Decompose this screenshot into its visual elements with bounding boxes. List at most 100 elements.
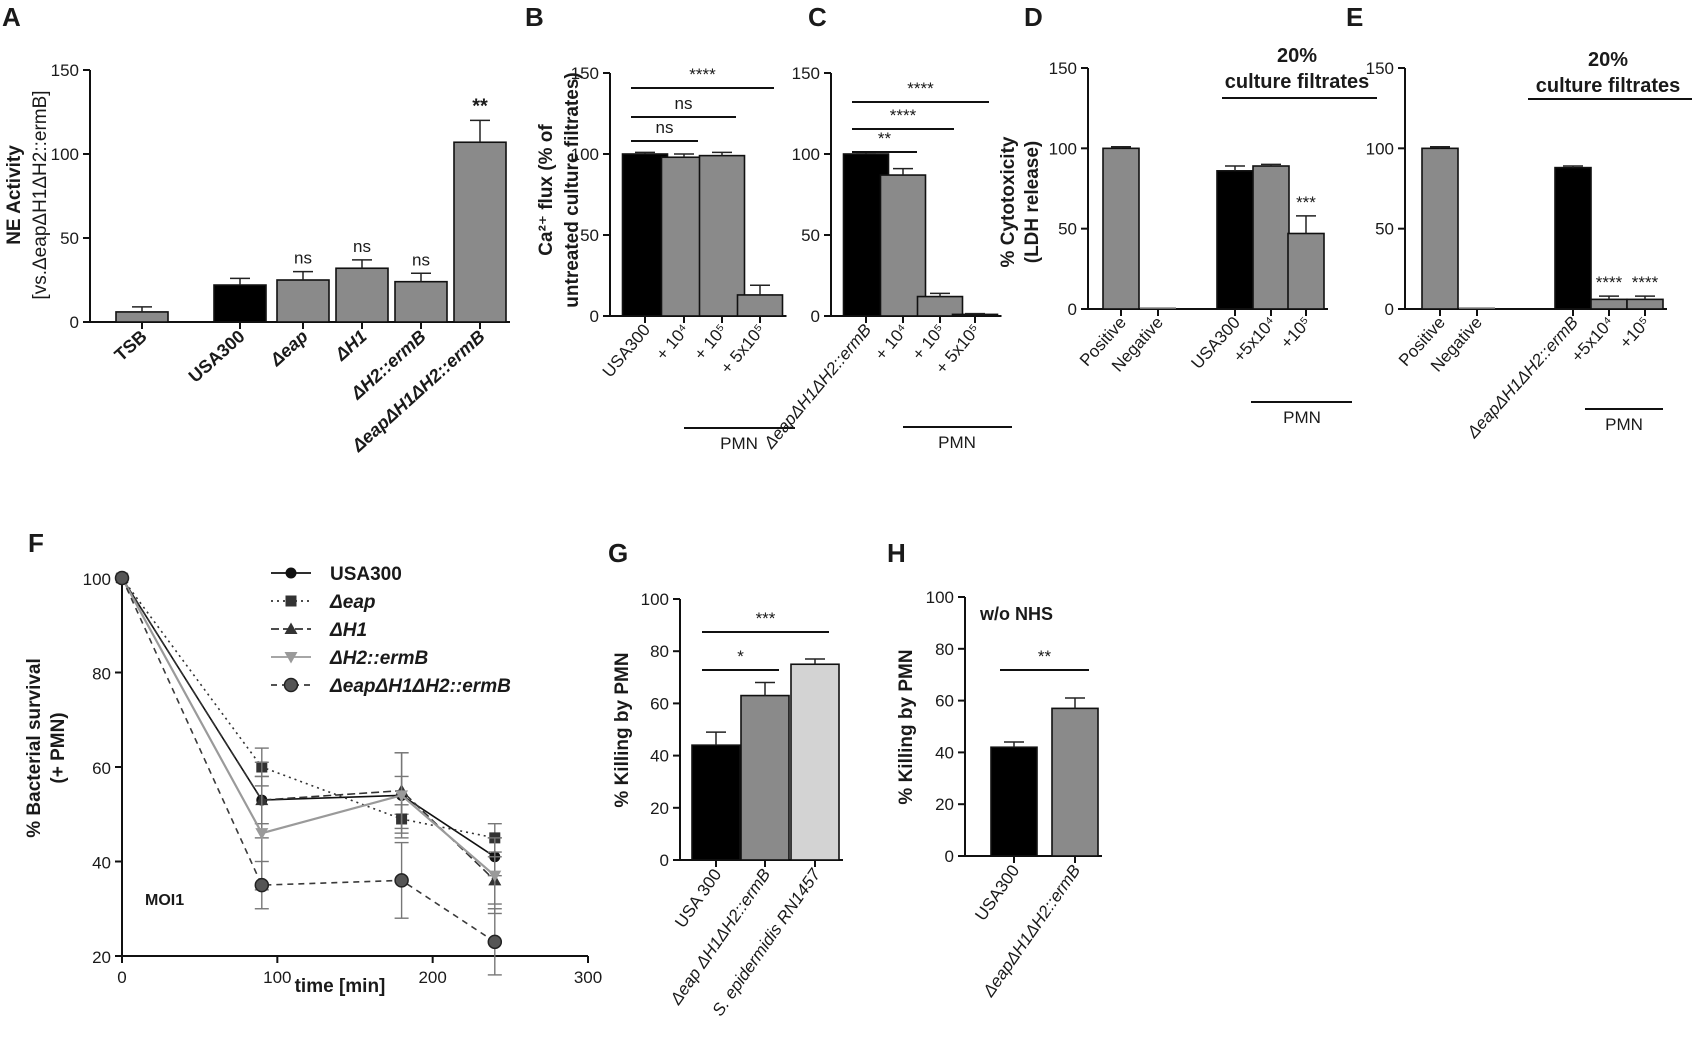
panel-f-series-0-legend-marker [285, 567, 297, 579]
panel-a-category-label: Δeap [266, 326, 312, 370]
panel-f-xtick-label: 0 [117, 968, 126, 987]
panel-f-xtick-label: 100 [263, 968, 291, 987]
panel-e-ytick-label: 100 [1366, 139, 1394, 158]
panel-h-category-label: USA300 [971, 861, 1023, 924]
panel-f-series-4-point [114, 570, 130, 586]
panel-f-ytick-label: 80 [92, 665, 111, 684]
panel-c-ytick-label: 100 [792, 145, 820, 164]
panel-c-ytick-label: 50 [801, 226, 820, 245]
panel-f-ytick-label: 20 [92, 948, 111, 967]
panel-h-ytick-label: 40 [935, 743, 954, 762]
panel-d-bar [1252, 165, 1290, 310]
panel-b-category-label: USA300 [599, 320, 654, 381]
panel-f-series-3-line [121, 577, 496, 877]
panel-f-annotation: MOI1 [145, 892, 184, 909]
panel-d-category-label: USA300 [1187, 313, 1243, 373]
panel-a-ytick-label: 100 [51, 145, 79, 164]
panel-g-bar [691, 744, 741, 861]
panel-d-ytick-label: 50 [1058, 220, 1077, 239]
panel-a-bar [276, 279, 330, 323]
panel-e-ytick-label: 50 [1375, 220, 1394, 239]
panel-b-group-label: PMN [720, 434, 758, 453]
panel-e-ytick-label: 0 [1385, 300, 1394, 319]
panel-a-ylabel-1: NE Activity [4, 145, 25, 245]
panel-g-ytick-label: 40 [650, 747, 669, 766]
panel-g-bar [790, 663, 840, 861]
panel-f-series-2-line [121, 577, 496, 881]
panel-label-e: E [1346, 2, 1363, 32]
panel-a-bar [115, 311, 169, 323]
panel-c-bar [916, 295, 964, 317]
panel-f-ylabel-1: % Bacterial survival [24, 658, 45, 838]
panel-g-bracket-label: *** [756, 609, 776, 628]
panel-g-ytick-label: 80 [650, 642, 669, 661]
panel-b-bar [698, 154, 746, 317]
panel-f-series-2-legend-marker [284, 622, 298, 634]
panel-f-series-3-legend-marker [284, 652, 298, 664]
panel-e-ytick-label: 150 [1366, 59, 1394, 78]
panel-a-significance: ns [353, 237, 371, 256]
panel-b-ytick-label: 150 [571, 64, 599, 83]
panel-b-ytick-label: 100 [571, 145, 599, 164]
panel-f-series-2-legend-label: ΔH1 [329, 620, 367, 641]
panel-f-ytick-label: 100 [83, 570, 111, 589]
panel-h-annotation: w/o NHS [979, 604, 1053, 624]
panel-f-series-3-point [488, 870, 502, 883]
panel-label-d: D [1024, 2, 1043, 32]
panel-f-series-1-legend-marker [285, 595, 297, 607]
panel-h-ytick-label: 20 [935, 795, 954, 814]
panel-d-category-label: +10⁵ [1277, 313, 1315, 352]
panel-a-significance: ** [472, 95, 488, 117]
panel-d-header-2: culture filtrates [1225, 71, 1369, 93]
panel-b-bracket-label: ns [675, 94, 693, 113]
panel-e-category-label: +10⁵ [1616, 313, 1654, 352]
panel-b-bar [736, 294, 784, 317]
panel-a-ytick-label: 0 [70, 313, 79, 332]
panel-a-ytick-label: 150 [51, 61, 79, 80]
panel-c-bracket-label: **** [907, 79, 934, 98]
panel-h-bar [990, 746, 1038, 857]
panel-d-ylabel-1: % Cytotoxicity [998, 136, 1019, 267]
panel-a-category-label: ΔH1 [330, 326, 370, 365]
panel-h-ylabel: % Killing by PMN [896, 649, 917, 804]
panel-c-category-label: + 10⁴ [871, 320, 912, 364]
panel-e-bar [1590, 298, 1628, 310]
panel-f-series-4-point [487, 934, 503, 950]
panel-b-bracket-label: **** [689, 65, 716, 84]
panel-e-header-2: culture filtrates [1536, 75, 1680, 97]
panel-d-group-label: PMN [1283, 408, 1321, 427]
panel-a-ylabel-2: [vs.ΔeapΔH1ΔH2::ermB] [30, 90, 51, 299]
panel-f-ylabel-2: (+ PMN) [48, 712, 69, 783]
panel-f-series-1-legend-label: Δeap [329, 592, 376, 613]
panel-g-ytick-label: 60 [650, 694, 669, 713]
panel-f-series-3-point [395, 790, 409, 802]
panel-f-series-4-legend-marker [283, 677, 299, 693]
panel-d-ytick-label: 150 [1049, 59, 1077, 78]
panel-g-ytick-label: 20 [650, 799, 669, 818]
panel-h-bracket-label: ** [1038, 647, 1052, 666]
panel-g-ytick-label: 0 [660, 851, 669, 870]
panel-a-category-label: TSB [111, 326, 151, 365]
panel-d-bar [1216, 170, 1254, 310]
panel-g-ylabel: % Killing by PMN [612, 652, 633, 807]
panel-f-series-4-line [121, 577, 496, 943]
panel-d-header-1: 20% [1277, 45, 1317, 67]
panel-b-ylabel-2: untreated culture filtrates) [562, 72, 583, 307]
panel-d-ylabel-2: (LDH release) [1022, 141, 1043, 264]
panel-label-f: F [28, 528, 44, 558]
panel-h-ytick-label: 60 [935, 692, 954, 711]
panel-c-category-label: ΔeapΔH1ΔH2::ermB [760, 320, 876, 453]
panel-b-ytick-label: 0 [590, 307, 599, 326]
panel-d-bar [1102, 147, 1140, 310]
panel-e-significance: **** [1632, 273, 1659, 292]
panel-e-category-label: ΔeapΔH1ΔH2::ermB [1463, 313, 1582, 442]
panel-e-bar [1421, 147, 1459, 310]
panel-h-ytick-label: 0 [945, 847, 954, 866]
panel-c-ytick-label: 150 [792, 64, 820, 83]
panel-label-c: C [808, 2, 827, 32]
panel-f-xtick-label: 200 [418, 968, 446, 987]
panel-c-bracket-label: ** [878, 129, 892, 148]
panel-g-category-label: USA 300 [671, 865, 725, 931]
panel-a-ytick-label: 50 [60, 229, 79, 248]
